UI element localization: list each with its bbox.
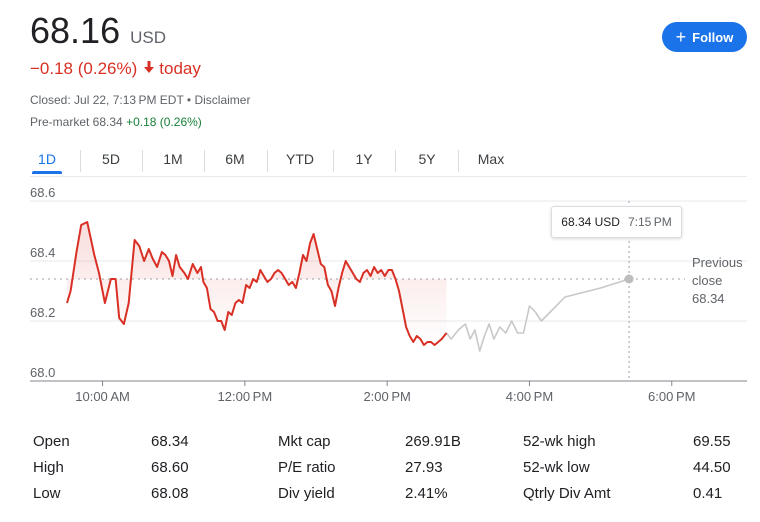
tab-6m[interactable]: 6M: [225, 151, 245, 167]
disclaimer-link[interactable]: Disclaimer: [194, 93, 251, 107]
stat-value: 269.91B: [405, 432, 461, 450]
follow-label: Follow: [692, 29, 734, 45]
tab-5y[interactable]: 5Y: [418, 151, 436, 167]
price-chart[interactable]: 68.6 68.4 68.2 68.0 10:00 AM 12:00 PM 2:00 PM…: [0, 185, 760, 410]
plus-icon: +: [675, 27, 687, 47]
stats-row: Open 68.34 Mkt cap 269.91B 52-wk high 69…: [33, 428, 733, 454]
x-tick-label: 10:00 AM: [75, 389, 130, 404]
separator-dot: •: [183, 93, 195, 107]
follow-button[interactable]: + Follow: [662, 22, 747, 52]
tab-5d[interactable]: 5D: [102, 151, 120, 167]
tab-ytd[interactable]: YTD: [286, 151, 314, 167]
stat-label: Open: [33, 432, 70, 450]
stat-value: 68.60: [151, 458, 189, 476]
previous-close-value: 68.34: [692, 291, 725, 306]
stat-label: Low: [33, 484, 61, 502]
tooltip-price: 68.34 USD: [561, 215, 620, 229]
stat-label: High: [33, 458, 64, 476]
stat-label: 52-wk high: [523, 432, 596, 450]
y-axis-labels: 68.6 68.4 68.2 68.0: [30, 185, 55, 380]
tab-divider: [142, 150, 143, 172]
change-period: today: [159, 59, 201, 78]
arrow-down-icon: [143, 60, 155, 79]
previous-close-label: Previous close 68.34: [692, 254, 743, 308]
hover-cursor-dot: [624, 274, 634, 284]
stat-label: P/E ratio: [278, 458, 336, 476]
stat-value: 68.08: [151, 484, 189, 502]
price-header: 68.16 USD: [30, 10, 166, 52]
stats-row: Low 68.08 Div yield 2.41% Qtrly Div Amt …: [33, 480, 733, 506]
closed-info: Closed: Jul 22, 7:13 PM EDT • Disclaimer: [30, 93, 250, 107]
stat-value: 68.34: [151, 432, 189, 450]
tab-divider: [80, 150, 81, 172]
tab-divider: [204, 150, 205, 172]
tab-divider: [458, 150, 459, 172]
stat-label: Mkt cap: [278, 432, 331, 450]
price-line: [66, 221, 448, 346]
tabs-divider: [30, 176, 747, 177]
tab-divider: [395, 150, 396, 172]
y-tick-label: 68.4: [30, 245, 55, 260]
stat-value: 2.41%: [405, 484, 448, 502]
stat-label: 52-wk low: [523, 458, 590, 476]
price-tooltip: 68.34 USD 7:15 PM: [551, 206, 682, 238]
stat-value: 44.50: [693, 458, 731, 476]
stat-value: 27.93: [405, 458, 443, 476]
premarket-label: Pre-market 68.34: [30, 115, 123, 129]
tab-max[interactable]: Max: [477, 151, 505, 167]
after-hours-line: [445, 278, 630, 352]
tab-1y[interactable]: 1Y: [355, 151, 373, 167]
tooltip-time: 7:15 PM: [627, 215, 672, 229]
previous-close-line1: Previous: [692, 255, 743, 270]
y-tick-label: 68.2: [30, 305, 55, 320]
tab-1d[interactable]: 1D: [30, 146, 64, 174]
premarket-change: +0.18 (0.26%): [126, 115, 202, 129]
tab-1m[interactable]: 1M: [163, 151, 183, 167]
stat-label: Div yield: [278, 484, 335, 502]
price-area-fill: [67, 222, 447, 345]
x-tick-label: 4:00 PM: [506, 389, 553, 404]
current-price: 68.16: [30, 10, 121, 51]
stat-value: 69.55: [693, 432, 731, 450]
closed-text: Closed: Jul 22, 7:13 PM EDT: [30, 93, 184, 107]
y-tick-label: 68.6: [30, 185, 55, 200]
previous-close-line2: close: [692, 273, 723, 288]
stats-row: High 68.60 P/E ratio 27.93 52-wk low 44.…: [33, 454, 733, 480]
tab-divider: [267, 150, 268, 172]
x-tick-label: 2:00 PM: [363, 389, 410, 404]
y-tick-label: 68.0: [30, 365, 55, 380]
x-tick-label: 6:00 PM: [648, 389, 695, 404]
currency-label: USD: [130, 28, 166, 47]
x-tick-label: 12:00 PM: [218, 389, 273, 404]
key-stats: Open 68.34 Mkt cap 269.91B 52-wk high 69…: [33, 428, 733, 506]
change-value: −0.18 (0.26%): [30, 59, 138, 78]
price-change: −0.18 (0.26%) today: [30, 59, 201, 79]
tab-divider: [333, 150, 334, 172]
premarket-info: Pre-market 68.34 +0.18 (0.26%): [30, 115, 202, 129]
stat-label: Qtrly Div Amt: [523, 484, 611, 502]
stat-value: 0.41: [693, 484, 723, 502]
